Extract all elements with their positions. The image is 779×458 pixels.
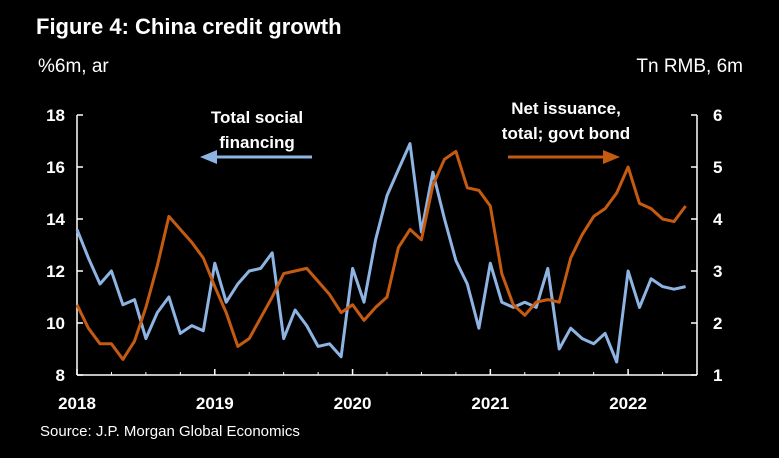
left-tick-label: 12: [46, 262, 65, 281]
tsf-series-line: [75, 142, 686, 364]
govt-bond-series-line: [75, 149, 687, 361]
right-tick-label: 5: [713, 158, 722, 177]
left-tick-label: 10: [46, 314, 65, 333]
x-tick-label: 2018: [58, 394, 96, 413]
tsf-arrow-head: [200, 150, 217, 164]
bond-arrow-head: [603, 150, 620, 164]
x-tick-label: 2022: [609, 394, 647, 413]
right-tick-label: 1: [713, 366, 722, 385]
right-tick-label: 4: [713, 210, 723, 229]
tsf-annotation-line2: financing: [219, 133, 295, 152]
x-tick-label: 2020: [334, 394, 372, 413]
left-tick-label: 16: [46, 158, 65, 177]
source-note: Source: J.P. Morgan Global Economics: [40, 423, 300, 440]
left-tick-label: 8: [56, 366, 65, 385]
right-axis-unit: Tn RMB, 6m: [636, 56, 743, 77]
x-tick-label: 2021: [471, 394, 509, 413]
right-tick-label: 2: [713, 314, 722, 333]
bond-annotation-line2: total; govt bond: [502, 124, 630, 143]
bond-annotation-line1: Net issuance,: [511, 99, 621, 118]
right-tick-label: 3: [713, 262, 722, 281]
x-tick-label: 2019: [196, 394, 234, 413]
chart-title: Figure 4: China credit growth: [36, 14, 342, 39]
tsf-annotation-line1: Total social: [211, 108, 303, 127]
right-tick-label: 6: [713, 106, 722, 125]
left-axis-unit: %6m, ar: [38, 56, 109, 77]
left-tick-label: 18: [46, 106, 65, 125]
left-tick-label: 14: [46, 210, 65, 229]
